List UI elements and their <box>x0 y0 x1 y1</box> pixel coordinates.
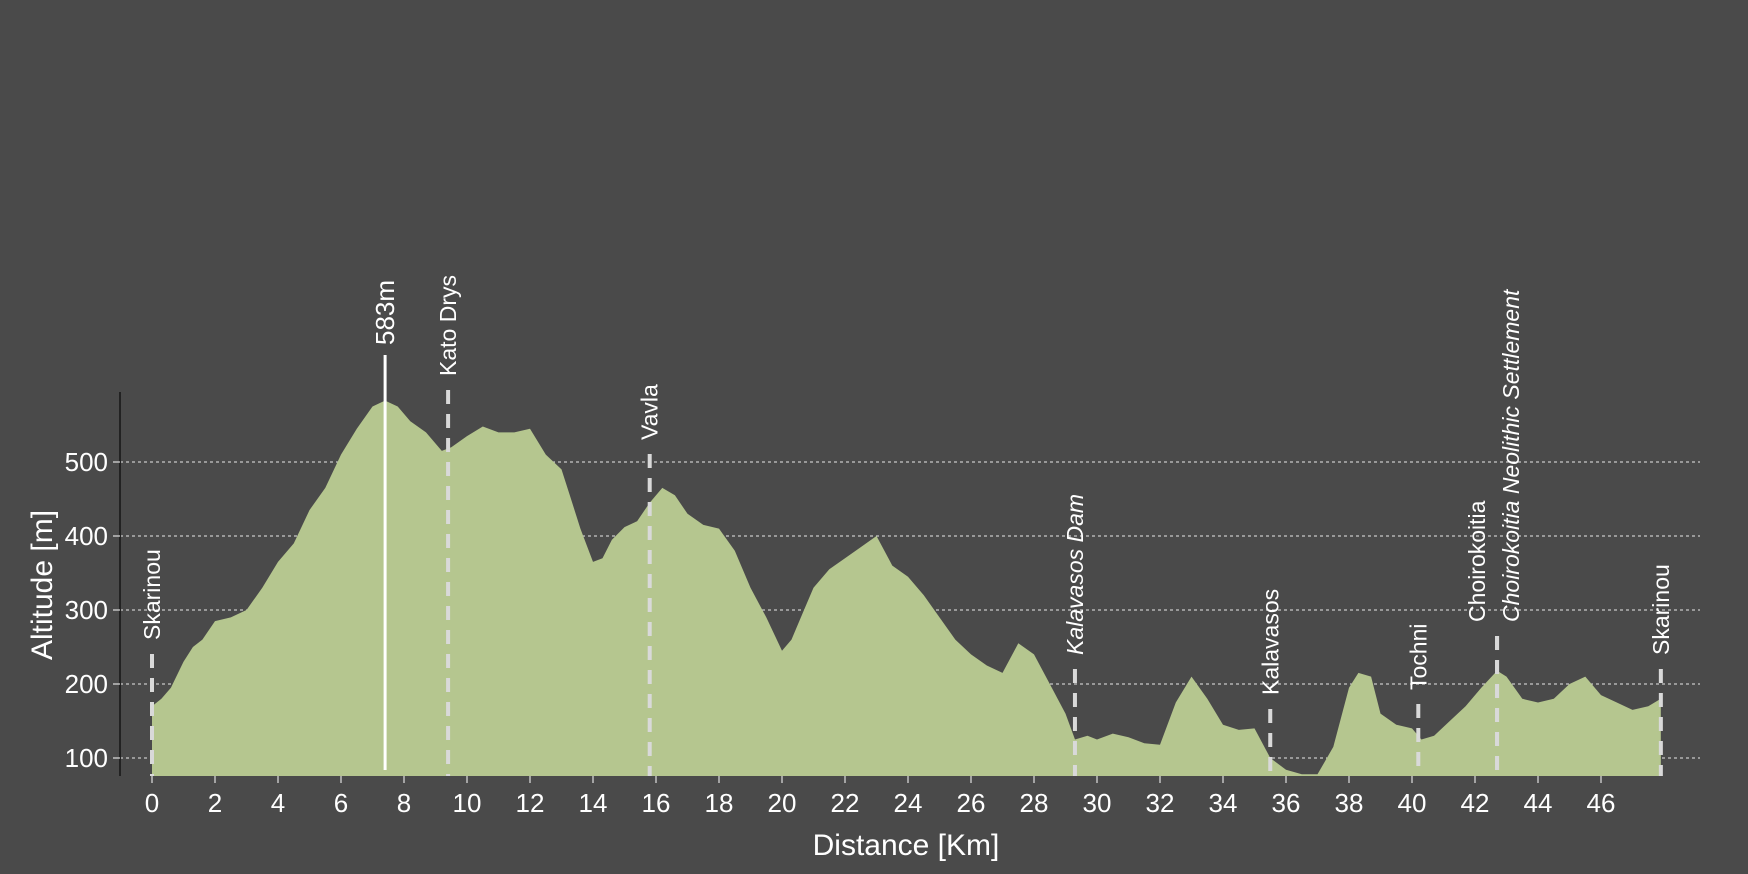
x-tick-label: 12 <box>516 788 545 818</box>
y-axis-label: Altitude [m] <box>26 510 59 660</box>
x-tick-label: 28 <box>1020 788 1049 818</box>
y-tick-label: 200 <box>65 669 108 699</box>
waypoint-label: Kalavasos <box>1257 589 1283 695</box>
waypoint-label: Skarinou <box>1648 564 1674 655</box>
x-tick-label: 2 <box>208 788 222 818</box>
elevation-area <box>152 400 1661 776</box>
waypoint-label: Choirokoitia Neolithic Settlement <box>1498 288 1524 622</box>
x-axis-label: Distance [Km] <box>813 829 1000 862</box>
y-tick-label: 300 <box>65 595 108 625</box>
peak-label: 583m <box>370 280 400 345</box>
waypoint-label: Choirokoitia <box>1464 500 1490 622</box>
x-tick-label: 10 <box>453 788 482 818</box>
x-axis: 0 2 4 6 8 10 12 14 16 18 20 22 24 26 28 30 32 34 36 38 40 42 4… <box>145 776 1616 818</box>
x-tick-label: 22 <box>831 788 860 818</box>
x-tick-label: 14 <box>579 788 608 818</box>
waypoint-markers: 583m Skarinou Kato Drys Vavla Kalavasos Dam K… <box>139 275 1674 776</box>
waypoint-label: Kato Drys <box>435 275 461 376</box>
x-tick-label: 34 <box>1209 788 1238 818</box>
x-tick-label: 30 <box>1083 788 1112 818</box>
y-tick-label: 400 <box>65 521 108 551</box>
waypoint-label: Skarinou <box>139 549 165 640</box>
x-tick-label: 32 <box>1146 788 1175 818</box>
y-axis: 100 200 300 400 500 <box>65 447 120 773</box>
x-tick-label: 38 <box>1335 788 1364 818</box>
x-tick-label: 0 <box>145 788 159 818</box>
x-tick-label: 18 <box>705 788 734 818</box>
y-tick-label: 100 <box>65 743 108 773</box>
x-tick-label: 44 <box>1524 788 1553 818</box>
waypoint-label: Kalavasos Dam <box>1062 494 1088 655</box>
x-tick-label: 24 <box>894 788 923 818</box>
x-tick-label: 26 <box>957 788 986 818</box>
x-tick-label: 40 <box>1398 788 1427 818</box>
x-tick-label: 36 <box>1272 788 1301 818</box>
x-tick-label: 16 <box>642 788 671 818</box>
x-tick-label: 42 <box>1461 788 1490 818</box>
x-tick-label: 4 <box>271 788 285 818</box>
x-tick-label: 20 <box>768 788 797 818</box>
x-tick-label: 8 <box>397 788 411 818</box>
x-tick-label: 46 <box>1587 788 1616 818</box>
y-tick-label: 500 <box>65 447 108 477</box>
waypoint-label: Tochni <box>1405 624 1431 690</box>
waypoint-label: Vavla <box>637 384 663 440</box>
x-tick-label: 6 <box>334 788 348 818</box>
